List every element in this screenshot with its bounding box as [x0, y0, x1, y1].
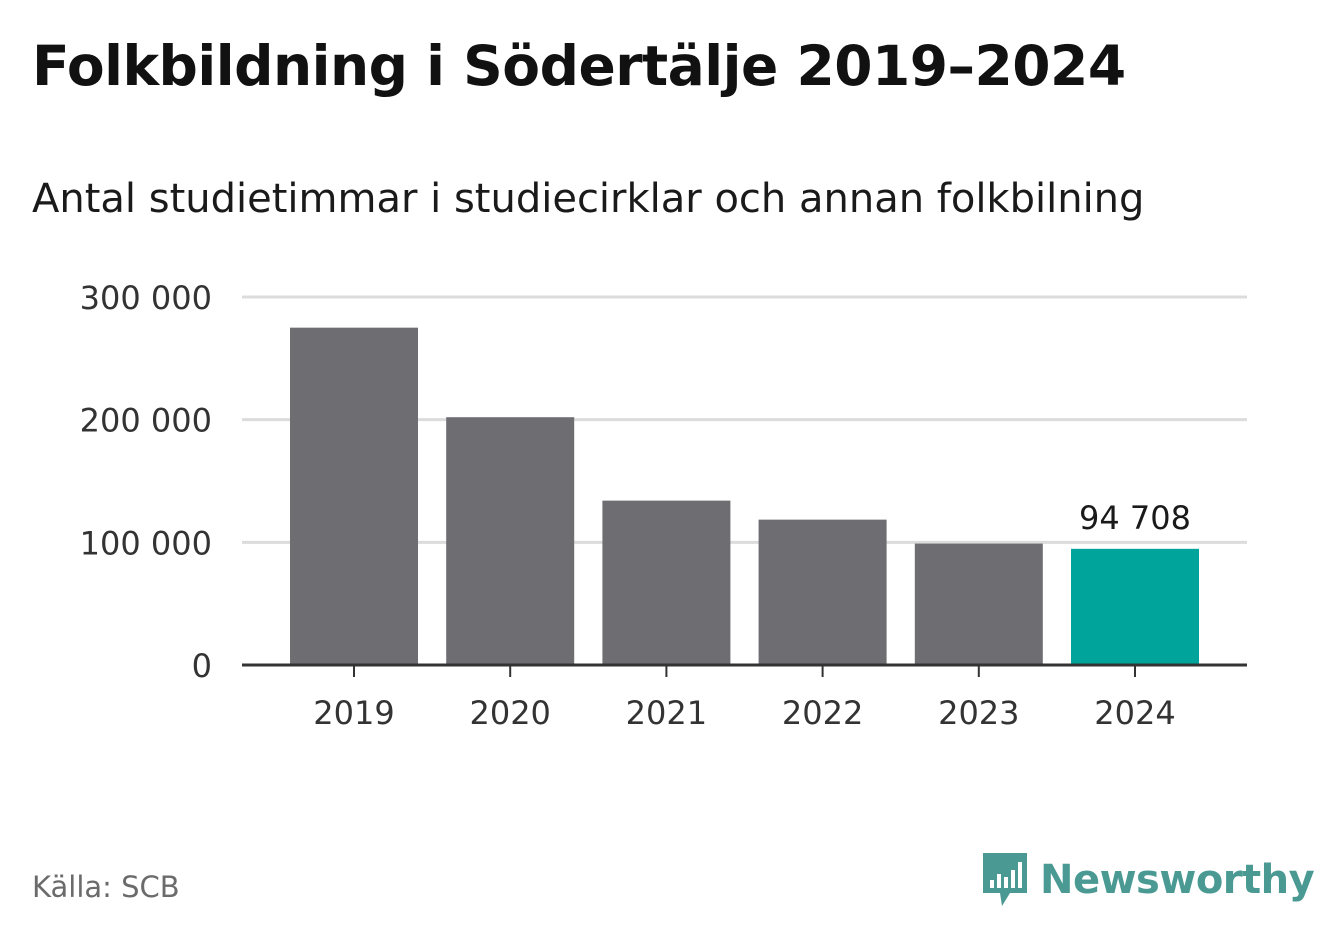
x-tick-label: 2024 — [1094, 694, 1175, 732]
bar-2024 — [1071, 548, 1199, 665]
bar-2022 — [758, 519, 887, 665]
y-tick-label: 100 000 — [80, 524, 212, 562]
y-tick-label: 0 — [192, 647, 212, 685]
bar-2023 — [914, 543, 1043, 665]
source-note: Källa: SCB — [32, 870, 180, 904]
brand-logo: Newsworthy — [980, 850, 1315, 910]
x-tick-label: 2021 — [626, 694, 707, 732]
x-tick-label: 2023 — [938, 694, 1019, 732]
chart-subtitle: Antal studietimmar i studiecirklar och a… — [32, 176, 1145, 222]
bar-2019 — [290, 327, 418, 665]
bar-2021 — [602, 500, 731, 665]
x-tick-label: 2020 — [469, 694, 550, 732]
brand-name: Newsworthy — [1040, 857, 1315, 903]
bar-2020 — [446, 417, 575, 665]
data-label: 94 708 — [1079, 499, 1191, 537]
y-tick-label: 300 000 — [80, 279, 212, 317]
newsworthy-icon — [983, 853, 1027, 906]
x-tick-label: 2019 — [313, 694, 394, 732]
chart-title: Folkbildning i Södertälje 2019–2024 — [32, 34, 1126, 98]
y-tick-label: 200 000 — [80, 402, 212, 440]
x-tick-label: 2022 — [782, 694, 863, 732]
